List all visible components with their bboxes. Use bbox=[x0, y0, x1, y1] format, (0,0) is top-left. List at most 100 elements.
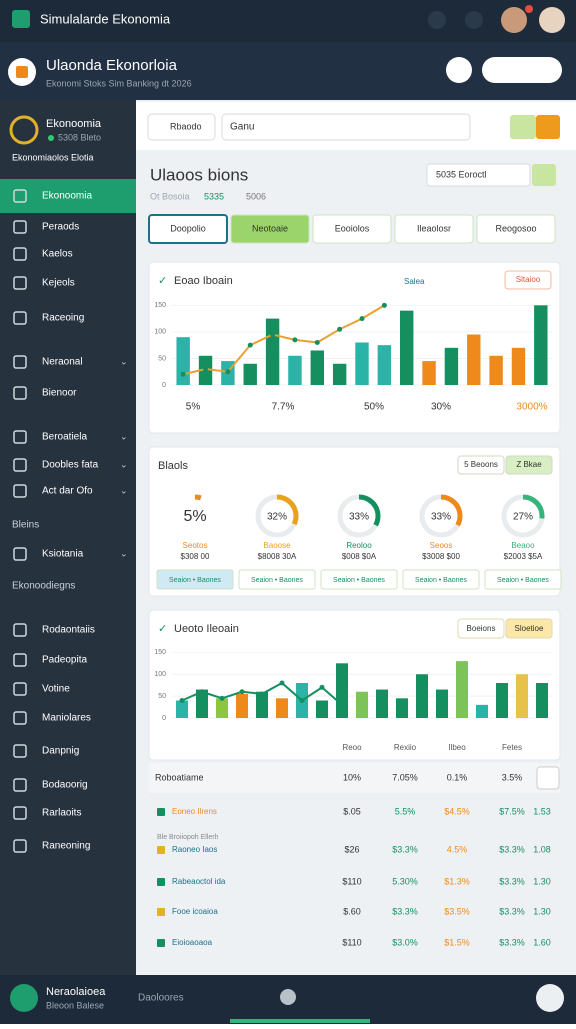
bar bbox=[236, 693, 248, 718]
row-cell: 4.5% bbox=[447, 844, 468, 854]
sidebar-item[interactable]: Ekonoomia bbox=[42, 191, 92, 202]
row-icon bbox=[157, 939, 165, 947]
row-cell: $110 bbox=[342, 876, 361, 886]
bar bbox=[316, 700, 328, 718]
header-title: Ulaonda Ekonorloia bbox=[46, 57, 178, 74]
sidebar-item[interactable]: Neraonal bbox=[42, 357, 83, 368]
chevron: ⌄ bbox=[120, 459, 128, 469]
sidebar-item[interactable]: Doobles fata bbox=[42, 460, 99, 471]
header-menu[interactable] bbox=[482, 57, 562, 83]
row-cell: $3.5% bbox=[444, 906, 470, 916]
card-button[interactable] bbox=[505, 618, 553, 639]
header-logo-mark bbox=[16, 66, 28, 78]
search-field[interactable] bbox=[147, 113, 216, 141]
item-amount: $3008 $00 bbox=[422, 552, 460, 561]
item-name: Seoos bbox=[430, 541, 453, 550]
row-cell: $.05 bbox=[343, 806, 361, 816]
footer-title: Neraolaioea bbox=[46, 986, 106, 998]
sidebar-icon bbox=[13, 484, 27, 498]
column-header: Ilbeo bbox=[448, 743, 466, 752]
summary-label: Roboatiame bbox=[155, 772, 204, 782]
bar bbox=[376, 689, 388, 718]
donut-arc bbox=[173, 494, 217, 538]
row-cell: $110 bbox=[342, 937, 361, 947]
toolbar-button[interactable] bbox=[536, 115, 560, 139]
profile-name: Ekonoomia bbox=[46, 118, 102, 130]
overview-subtitle: Ot Bosoia bbox=[150, 191, 190, 201]
sidebar-item[interactable]: Kaelos bbox=[42, 249, 73, 260]
avatar[interactable] bbox=[539, 7, 565, 33]
item-button[interactable] bbox=[156, 569, 234, 590]
sidebar-icon bbox=[13, 220, 27, 234]
bar bbox=[496, 683, 508, 718]
tab[interactable] bbox=[230, 214, 310, 244]
sidebar-item[interactable]: Bodaoorig bbox=[42, 780, 88, 791]
item-button[interactable] bbox=[484, 569, 562, 590]
row-cell: $26 bbox=[344, 844, 359, 854]
item-button[interactable] bbox=[238, 569, 316, 590]
sidebar-icon bbox=[13, 547, 27, 561]
header-button[interactable] bbox=[446, 57, 472, 83]
card-button[interactable] bbox=[457, 618, 505, 639]
card-button[interactable] bbox=[505, 455, 553, 475]
row-icon bbox=[157, 908, 165, 916]
line-legend: Salea bbox=[404, 277, 425, 286]
card-button-label: Z Bkae bbox=[516, 460, 542, 469]
sidebar-item[interactable]: Raneoning bbox=[42, 841, 90, 852]
bar bbox=[265, 318, 280, 385]
summary-cell: 3.5% bbox=[502, 772, 523, 782]
period-button[interactable] bbox=[532, 164, 556, 186]
footer-stat: 3000% bbox=[516, 402, 547, 413]
footer-stat: 7.7% bbox=[272, 402, 295, 413]
item-button-label: Seaion • Baones bbox=[251, 577, 303, 584]
sidebar-icon bbox=[13, 311, 27, 325]
sidebar-item[interactable]: Kejeols bbox=[42, 278, 75, 289]
sidebar-item[interactable]: Rarlaoits bbox=[42, 808, 81, 819]
donut-arc bbox=[419, 494, 463, 538]
row-cell: 1.53 bbox=[533, 806, 551, 816]
item-button[interactable] bbox=[402, 569, 480, 590]
toolbar-button[interactable] bbox=[510, 115, 536, 139]
tab[interactable] bbox=[312, 214, 392, 244]
card-button[interactable] bbox=[457, 455, 505, 475]
search-icon[interactable] bbox=[428, 11, 446, 29]
footer-button[interactable] bbox=[536, 984, 564, 1012]
footer-icon[interactable] bbox=[280, 989, 296, 1005]
chevron: ⌄ bbox=[120, 548, 128, 558]
period-select[interactable] bbox=[426, 163, 531, 187]
sidebar-item[interactable]: Padeopita bbox=[42, 655, 87, 666]
sidebar-item[interactable]: Act dar Ofo bbox=[42, 486, 93, 497]
sidebar-item[interactable]: Danpnig bbox=[42, 746, 79, 757]
card-button[interactable] bbox=[504, 270, 552, 290]
item-button[interactable] bbox=[320, 569, 398, 590]
sidebar-item[interactable]: Ksiotania bbox=[42, 549, 84, 560]
tab[interactable] bbox=[476, 214, 556, 244]
notification-icon[interactable] bbox=[465, 11, 483, 29]
sidebar-item[interactable]: Raceoing bbox=[42, 313, 84, 324]
sidebar-item[interactable]: Bienoor bbox=[42, 388, 77, 399]
tab[interactable] bbox=[394, 214, 474, 244]
tab[interactable] bbox=[148, 214, 228, 244]
sidebar-item[interactable]: Beroatiela bbox=[42, 432, 87, 443]
card bbox=[148, 609, 561, 761]
donut-label: 33% bbox=[349, 512, 369, 523]
row-cell: $3.0% bbox=[392, 937, 418, 947]
row-cell: 1.08 bbox=[533, 844, 551, 854]
card-title: Eoao Iboain bbox=[174, 275, 233, 287]
sidebar-item[interactable]: Votine bbox=[42, 684, 70, 695]
query-field[interactable] bbox=[221, 113, 471, 141]
expand-button[interactable] bbox=[536, 766, 560, 790]
row-label: Rabeaoctol ida bbox=[172, 877, 226, 886]
sidebar-item[interactable]: Rodaontaiis bbox=[42, 625, 95, 636]
item-amount: $8008 30A bbox=[258, 552, 297, 561]
bar bbox=[377, 345, 392, 385]
sidebar-item[interactable]: Maniolares bbox=[42, 713, 91, 724]
check: ✓ bbox=[158, 623, 167, 635]
bar bbox=[511, 347, 526, 385]
avatar[interactable] bbox=[501, 7, 527, 33]
sidebar-item[interactable]: Peraods bbox=[42, 222, 79, 233]
sidebar-active bbox=[0, 179, 136, 213]
summary-cell: 10% bbox=[343, 772, 361, 782]
tab-label: Eooiolos bbox=[335, 223, 370, 233]
row-icon bbox=[157, 878, 165, 886]
